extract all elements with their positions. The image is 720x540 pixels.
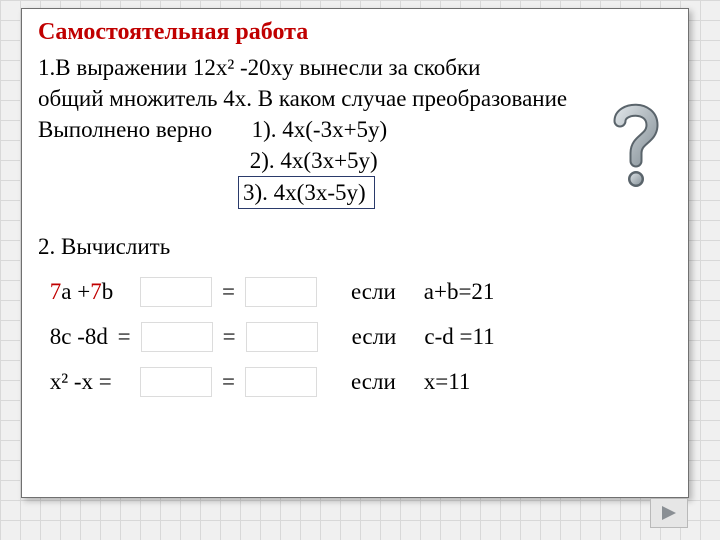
q2-row: 7a +7b = если a+b=21 [38,276,672,307]
q2-row1-mid: a + [61,279,90,304]
worksheet-title: Самостоятельная работа [38,19,672,46]
q2-row1-lhs: 7a +7b [38,276,134,307]
q1-option-3: 3). 4x(3x-5y) [243,180,366,205]
q2-row2-lhs: 8c -8d = [38,321,135,352]
q2-row: x² -x = = если x=11 [38,366,672,397]
answer-blank[interactable] [245,277,317,307]
worksheet-panel: Самостоятельная работа 1.В выражении 12x… [21,8,689,498]
equals-sign: = [118,324,131,349]
q1-option-3-box: 3). 4x(3x-5y) [238,176,375,209]
if-label: если [351,276,396,307]
next-arrow-icon [659,504,679,522]
answer-blank[interactable] [245,367,317,397]
q2-row1-tail: b [102,279,114,304]
q2-row1-cond: a+b=21 [424,276,495,307]
q2-row: 8c -8d = = если c-d =11 [38,321,672,352]
equals-sign: = [222,366,235,397]
answer-blank[interactable] [141,322,213,352]
q2-row2-expr: 8c -8d [50,324,108,349]
question-mark-icon [606,99,666,199]
q1-line3: Выполнено верно 1). 4x(-3x+5y) [38,114,672,145]
q2-row3-expr: x² -x = [50,369,112,394]
worksheet-body: 1.В выражении 12x² -20xy вынесли за скоб… [38,52,672,397]
q1-line1: 1.В выражении 12x² -20xy вынесли за скоб… [38,52,672,83]
answer-blank[interactable] [140,367,212,397]
q1-line2: общий множитель 4x. В каком случае преоб… [38,83,672,114]
q1-option-1: 1). 4x(-3x+5y) [252,117,388,142]
next-slide-button[interactable] [650,498,688,528]
answer-blank[interactable] [140,277,212,307]
q2-row3-cond: x=11 [424,366,471,397]
equals-sign: = [222,276,235,307]
q2-row2-cond: c-d =11 [424,321,494,352]
equals-sign: = [223,321,236,352]
q1-option-2: 2). 4x(3x+5y) [250,148,378,173]
answer-blank[interactable] [246,322,318,352]
q2-heading: 2. Вычислить [38,231,672,262]
if-label: если [351,366,396,397]
if-label: если [352,321,397,352]
q2-row1-coef1: 7 [50,279,62,304]
q1-line3-left: Выполнено верно [38,117,212,142]
q2-row3-lhs: x² -x = [38,366,134,397]
q2-row1-coef2: 7 [90,279,102,304]
